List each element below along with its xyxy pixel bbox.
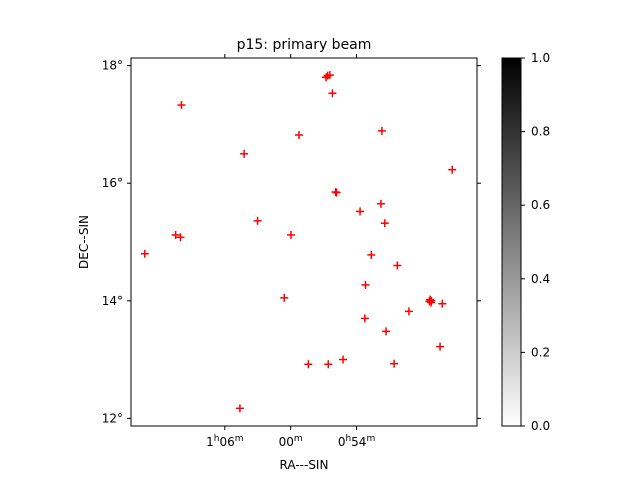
source-marker [438, 299, 447, 308]
source-marker [176, 233, 185, 242]
colorbar-tick-label: 1.0 [531, 51, 550, 65]
source-marker [328, 89, 337, 98]
x-tick-label: 00m [279, 434, 303, 449]
source-marker [177, 101, 186, 110]
source-marker [323, 71, 332, 80]
colorbar: 0.0 0.2 0.4 0.6 0.8 1.0 [501, 51, 550, 433]
source-marker [393, 261, 402, 270]
y-axis-label: DEC--SIN [77, 215, 91, 269]
source-marker [295, 131, 304, 140]
source-marker [171, 230, 180, 239]
source-marker [324, 360, 333, 369]
source-marker [380, 219, 389, 228]
source-marker [280, 293, 289, 302]
source-marker [436, 342, 445, 351]
plot-frame [130, 57, 478, 427]
plot-area: 1h06m 00m 0h54m 12° 14° 16° 18° [102, 54, 481, 449]
source-marker [377, 126, 386, 135]
source-marker [240, 149, 249, 158]
source-marker [235, 404, 244, 413]
colorbar-tick-label: 0.6 [531, 198, 550, 212]
x-axis-label: RA---SIN [280, 458, 329, 472]
source-marker [253, 216, 262, 225]
source-marker [382, 327, 391, 336]
source-marker [427, 296, 436, 305]
source-marker [304, 360, 313, 369]
source-marker [448, 165, 457, 174]
source-marker [404, 307, 413, 316]
x-tick-label: 1h06m [206, 434, 243, 449]
marker-layer [140, 71, 457, 413]
chart-title: p15: primary beam [237, 37, 372, 53]
y-tick-label: 12° [102, 411, 123, 425]
source-marker [140, 249, 149, 258]
source-marker [331, 188, 340, 197]
colorbar-ticks: 0.0 0.2 0.4 0.6 0.8 1.0 [521, 51, 550, 433]
colorbar-tick-label: 0.0 [531, 419, 550, 433]
colorbar-tick-label: 0.2 [531, 345, 550, 359]
colorbar-gradient [501, 57, 522, 427]
y-tick-label: 16° [102, 176, 123, 190]
x-axis-ticks: 1h06m 00m 0h54m [206, 54, 375, 449]
source-marker [360, 314, 369, 323]
y-axis-ticks: 12° 14° 16° 18° [102, 59, 481, 425]
colorbar-tick-label: 0.4 [531, 272, 550, 286]
source-marker [376, 199, 385, 208]
y-tick-label: 14° [102, 294, 123, 308]
y-tick-label: 18° [102, 59, 123, 73]
source-marker [339, 355, 348, 364]
colorbar-tick-label: 0.8 [531, 125, 550, 139]
source-marker [286, 230, 295, 239]
source-marker [361, 280, 370, 289]
x-tick-label: 0h54m [338, 434, 375, 449]
source-marker [367, 250, 376, 259]
source-marker [356, 207, 365, 216]
source-marker [390, 359, 399, 368]
